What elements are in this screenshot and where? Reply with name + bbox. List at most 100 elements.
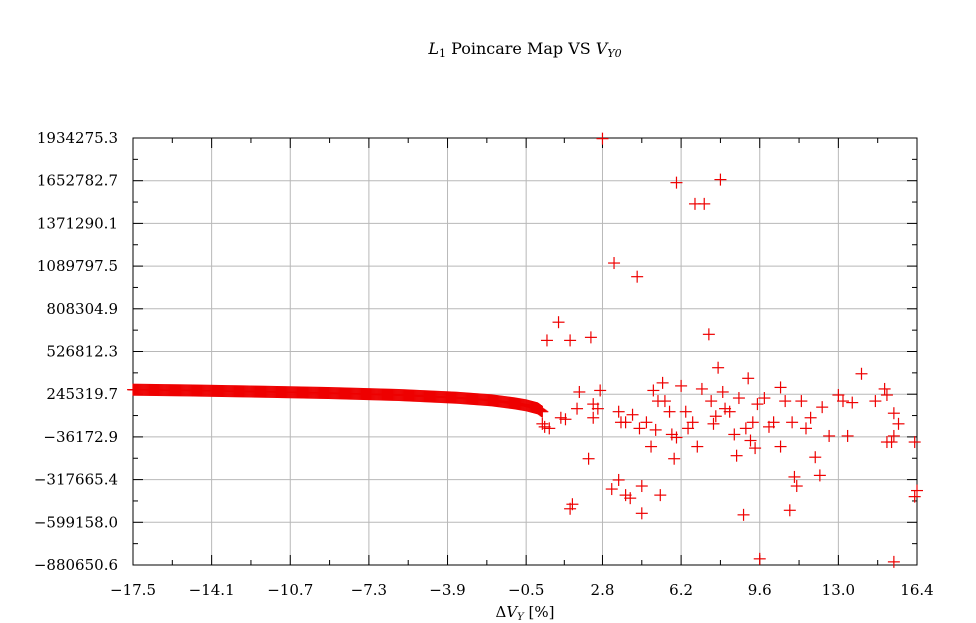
scatter-point [584, 331, 597, 344]
data-points [127, 132, 923, 568]
scatter-point [619, 489, 632, 502]
scatter-point [758, 392, 771, 405]
scatter-point [559, 413, 572, 426]
scatter-point [668, 452, 681, 465]
y-tick-label: 808304.9 [46, 300, 118, 318]
y-tick-label: 1652782.7 [37, 172, 118, 190]
chart-title: L1 Poincare Map VS VY0 [427, 39, 621, 60]
y-tick-label: −599158.0 [34, 513, 118, 531]
scatter-point [788, 470, 801, 483]
scatter-point [823, 429, 836, 442]
y-tick-label: −36172.9 [43, 428, 118, 446]
scatter-point [647, 384, 660, 397]
scatter-point [728, 428, 741, 441]
scatter-point [702, 328, 715, 341]
scatter-point [813, 469, 826, 482]
curve-point [534, 404, 547, 417]
scatter-point [712, 361, 725, 374]
scatter-point [887, 429, 900, 442]
scatter-point [911, 484, 923, 497]
scatter-point [783, 504, 796, 517]
grid-lines [132, 137, 918, 566]
scatter-point [841, 429, 854, 442]
scatter-point [786, 416, 799, 429]
y-tick-label: 1089797.5 [37, 257, 118, 275]
scatter-point [679, 405, 692, 418]
scatter-point [887, 555, 900, 568]
scatter-point [631, 270, 644, 283]
x-tick-label: −10.7 [267, 581, 313, 599]
scatter-point [716, 385, 729, 398]
x-tick-labels: −17.5 −14.1 −10.7 −7.3 −3.9 −0.5 2.8 6.2 9.6 13.0… [110, 581, 934, 599]
scatter-point [799, 422, 812, 435]
curve-point [536, 405, 549, 418]
scatter-point [624, 492, 637, 505]
scatter-point [605, 483, 618, 496]
scatter-point [594, 384, 607, 397]
scatter-point [908, 490, 921, 503]
scatter-point [670, 431, 683, 444]
xlabel-delta: Δ [495, 603, 506, 621]
title-l-symbol: L [427, 39, 439, 58]
x-axis-title: ΔVY [%] [495, 603, 554, 623]
y-tick-label: 245319.7 [46, 385, 118, 403]
x-tick-label: −7.3 [351, 581, 387, 599]
scatter-point [723, 405, 736, 418]
scatter-point [855, 367, 868, 380]
scatter-point [732, 392, 745, 405]
title-v-symbol: V [596, 39, 609, 58]
scatter-point [540, 334, 553, 347]
scatter-point [767, 416, 780, 429]
scatter-point [654, 489, 667, 502]
x-tick-label: −14.1 [189, 581, 235, 599]
scatter-point [675, 379, 688, 392]
scatter-point [626, 408, 639, 421]
x-tick-label: −3.9 [429, 581, 465, 599]
curve-point [533, 403, 546, 416]
scatter-point [816, 401, 829, 414]
x-tick-label: 6.2 [669, 581, 693, 599]
curve-point [535, 404, 548, 417]
scatter-point [887, 407, 900, 420]
tick-marks [132, 137, 918, 566]
scatter-point [709, 410, 722, 423]
scatter-point [749, 442, 762, 455]
scatter-point [809, 451, 822, 464]
scatter-point [649, 423, 662, 436]
y-tick-label: 1934275.3 [37, 129, 118, 147]
scatter-point [608, 257, 621, 270]
y-tick-label: 1371290.1 [37, 214, 118, 232]
scatter-point [591, 402, 604, 415]
scatter-point [737, 508, 750, 521]
scatter-point [619, 416, 632, 429]
scatter-point [908, 436, 921, 449]
x-tick-label: −17.5 [110, 581, 156, 599]
scatter-point [645, 440, 658, 453]
scatter-point [774, 381, 787, 394]
scatter-point [596, 132, 609, 145]
scatter-point [746, 416, 759, 429]
scatter-point [633, 422, 646, 435]
scatter-point [739, 422, 752, 435]
scatter-point [682, 422, 695, 435]
scatter-point [573, 385, 586, 398]
scatter-point [658, 395, 671, 408]
scatter-point [705, 395, 718, 408]
scatter-point [554, 411, 567, 424]
scatter-point [730, 449, 743, 462]
scatter-point [751, 398, 764, 411]
scatter-point [691, 440, 704, 453]
scatter-point [707, 417, 720, 430]
scatter-point [779, 395, 792, 408]
y-tick-label: −317665.4 [34, 471, 118, 489]
scatter-point [774, 440, 787, 453]
scatter-point [804, 411, 817, 424]
scatter-point [869, 395, 882, 408]
title-middle: Poincare Map VS [446, 39, 596, 58]
scatter-point [714, 173, 727, 186]
scatter-point [538, 420, 551, 433]
scatter-point [564, 334, 577, 347]
y-tick-label: −880650.6 [34, 556, 118, 574]
y-tick-label: 526812.3 [46, 343, 118, 361]
title-l-subscript: 1 [439, 47, 446, 60]
